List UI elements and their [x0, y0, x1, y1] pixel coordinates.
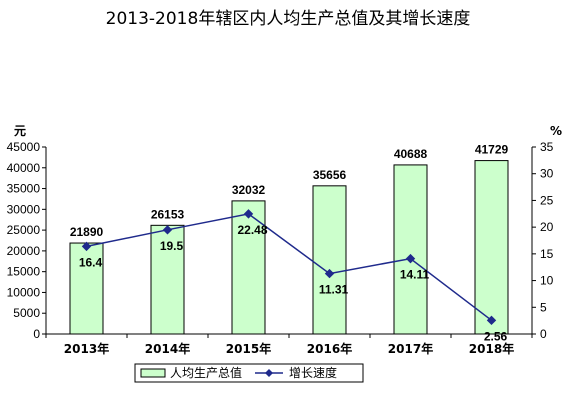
- left-tick-label: 25000: [7, 223, 41, 237]
- bar: [393, 164, 428, 335]
- legend-box: [134, 363, 364, 383]
- x-tick-label: 2018年: [469, 341, 514, 356]
- growth-point: [81, 241, 92, 252]
- bar-value-label: 21890: [70, 225, 104, 239]
- bar: [150, 224, 185, 335]
- growth-value-label: 19.5: [160, 239, 184, 253]
- right-tick-label: 10: [540, 274, 554, 288]
- left-tick-label: 10000: [7, 285, 41, 299]
- bar-value-label: 41729: [475, 143, 509, 157]
- growth-value-label: 22.48: [237, 223, 267, 237]
- right-tick-label: 25: [540, 193, 554, 207]
- legend-bar-swatch: [140, 368, 166, 378]
- legend-line-marker: [265, 369, 273, 377]
- bar: [69, 242, 104, 335]
- left-tick-label: 45000: [7, 140, 41, 154]
- legend-bar-label: 人均生产总值: [170, 365, 242, 380]
- bar-value-label: 35656: [313, 168, 347, 182]
- right-tick-label: 5: [540, 300, 547, 314]
- growth-value-label: 11.31: [319, 283, 349, 297]
- right-axis-unit-label: %: [550, 124, 562, 138]
- x-tick-label: 2015年: [226, 341, 271, 356]
- left-tick-label: 0: [33, 327, 40, 341]
- growth-point: [324, 268, 335, 279]
- bar-value-label: 26153: [151, 207, 185, 221]
- x-tick-label: 2017年: [388, 341, 433, 356]
- growth-value-label: 2.56: [484, 329, 508, 343]
- right-tick-label: 15: [540, 247, 554, 261]
- bar-value-label: 32032: [232, 183, 266, 197]
- legend-line-label: 增长速度: [289, 365, 337, 380]
- growth-point: [486, 315, 497, 326]
- left-tick-label: 40000: [7, 161, 41, 175]
- left-tick-label: 15000: [7, 265, 41, 279]
- bar-value-label: 40688: [394, 147, 428, 161]
- left-tick-label: 30000: [7, 202, 41, 216]
- legend: 人均生产总值 增长速度: [134, 363, 364, 383]
- growth-value-label: 14.11: [400, 268, 430, 282]
- chart-title: 2013-2018年辖区内人均生产总值及其增长速度: [106, 9, 471, 29]
- growth-point: [243, 209, 254, 219]
- left-tick-label: 35000: [7, 182, 41, 196]
- bar: [474, 160, 509, 335]
- right-tick-label: 30: [540, 167, 554, 181]
- left-tick-label: 5000: [13, 306, 40, 320]
- x-tick-label: 2016年: [307, 341, 352, 356]
- bar-series: [69, 160, 509, 335]
- growth-point: [405, 253, 416, 264]
- growth-line: [86, 213, 492, 321]
- data-labels: 21890 26153 32032 35656 40688 41729 16.4 19.5 22…: [70, 143, 509, 344]
- left-axis-unit-label: 元: [14, 124, 26, 138]
- right-tick-label: 0: [540, 327, 547, 341]
- x-tick-label: 2013年: [64, 341, 109, 356]
- right-tick-label: 35: [540, 140, 554, 154]
- growth-point: [162, 225, 173, 235]
- bar: [231, 200, 266, 335]
- axes: 0 5000 10000 15000 20000 25000 30000 35000 40000…: [7, 140, 554, 356]
- line-series: [81, 209, 497, 326]
- growth-value-label: 16.4: [79, 255, 103, 269]
- right-tick-label: 20: [540, 220, 554, 234]
- bar: [312, 185, 347, 335]
- x-tick-label: 2014年: [145, 341, 190, 356]
- left-tick-label: 20000: [7, 244, 41, 258]
